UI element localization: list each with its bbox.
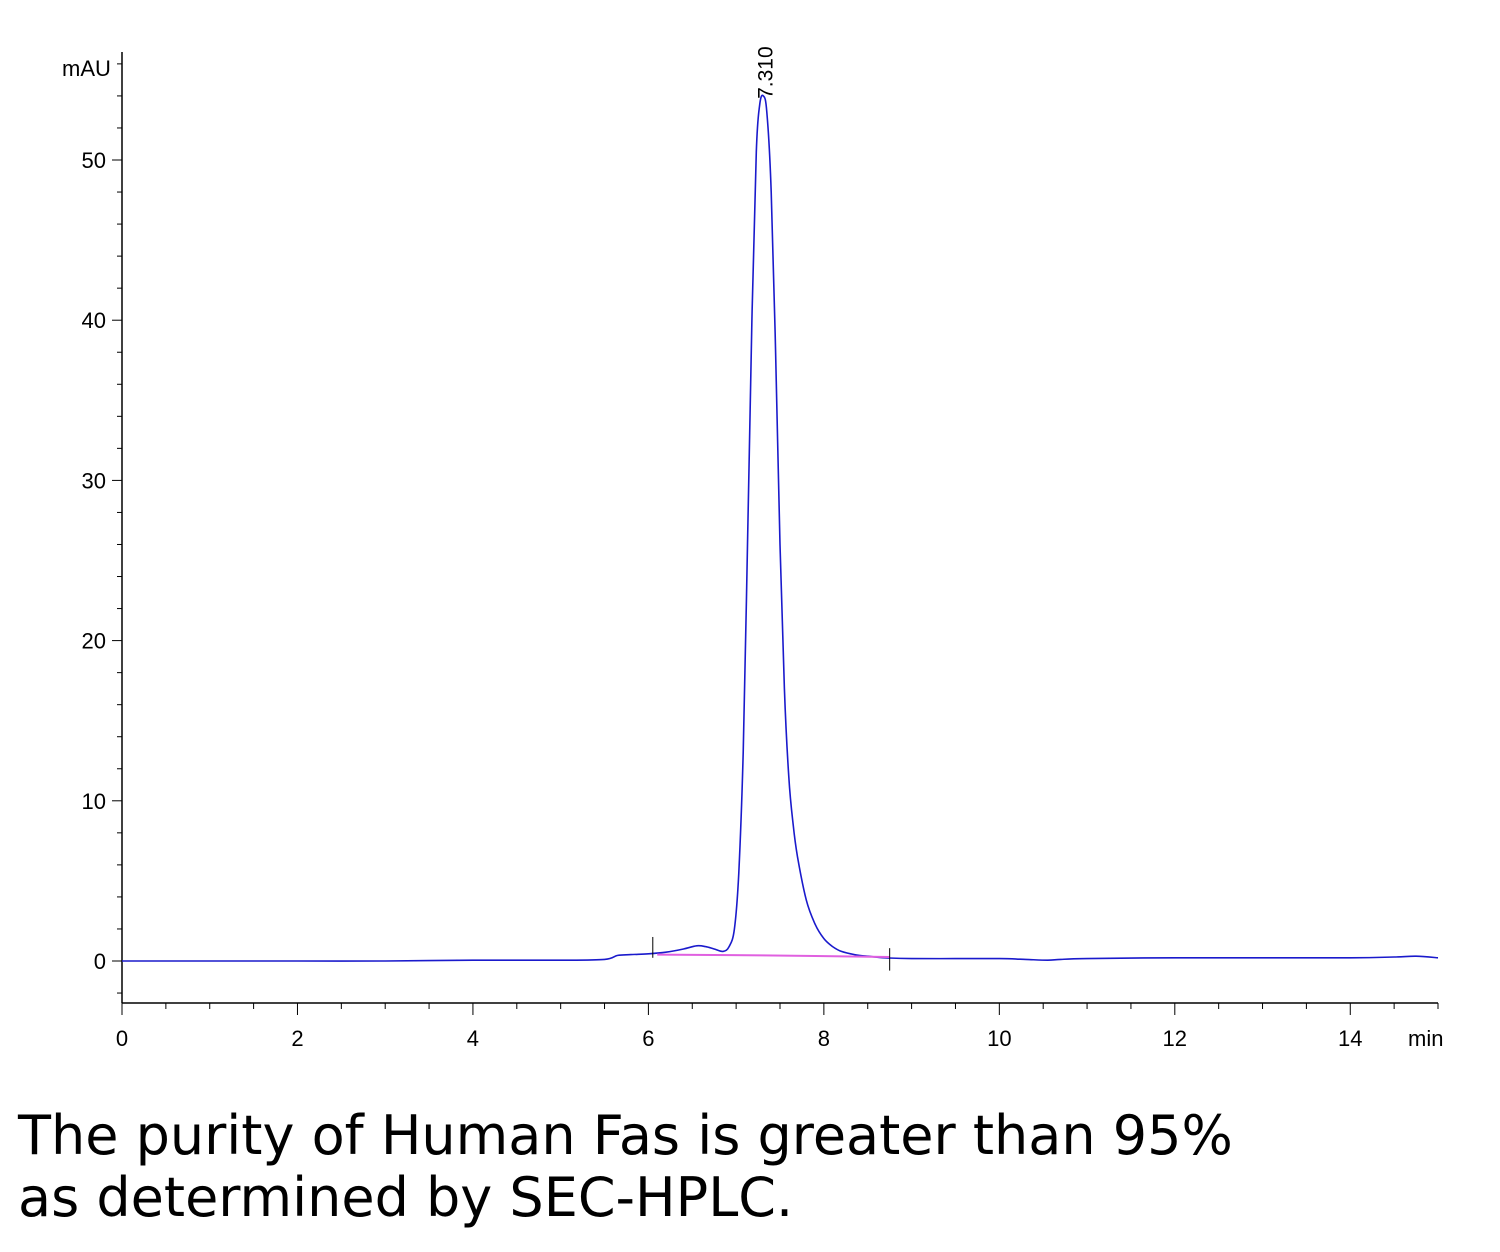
y-axis-unit-label: mAU	[62, 56, 111, 81]
x-tick-label: 8	[818, 1026, 830, 1051]
figure-caption: The purity of Human Fas is greater than …	[18, 1105, 1478, 1229]
y-tick-label: 30	[82, 468, 106, 493]
x-tick-label: 10	[987, 1026, 1011, 1051]
chart-tick-labels: 0 10 20 30 40 50 0 2 4 6 8 10 12 14	[82, 148, 1363, 1051]
chart-ticks	[112, 63, 1439, 1015]
y-tick-label: 0	[94, 949, 106, 974]
x-axis-unit-label: min	[1408, 1026, 1443, 1051]
y-tick-label: 40	[82, 308, 106, 333]
x-tick-label: 14	[1338, 1026, 1362, 1051]
chromatogram-chart: 0 10 20 30 40 50 0 2 4 6 8 10 12 14 7.310 mAU min	[62, 46, 1443, 1051]
x-tick-label: 0	[116, 1026, 128, 1051]
y-tick-label: 50	[82, 148, 106, 173]
y-tick-label: 10	[82, 789, 106, 814]
chromatogram-trace	[122, 94, 1439, 962]
x-tick-label: 12	[1163, 1026, 1187, 1051]
x-tick-label: 2	[291, 1026, 303, 1051]
y-tick-label: 20	[82, 629, 106, 654]
caption-line-2: as determined by SEC-HPLC.	[18, 1166, 794, 1229]
chart-series	[122, 94, 1439, 971]
chart-annotations: 7.310	[754, 46, 777, 99]
caption-line-1: The purity of Human Fas is greater than …	[18, 1104, 1233, 1167]
peak-retention-label: 7.310	[754, 46, 777, 99]
x-tick-label: 4	[467, 1026, 479, 1051]
x-tick-label: 6	[642, 1026, 654, 1051]
integration-baseline	[657, 953, 890, 958]
